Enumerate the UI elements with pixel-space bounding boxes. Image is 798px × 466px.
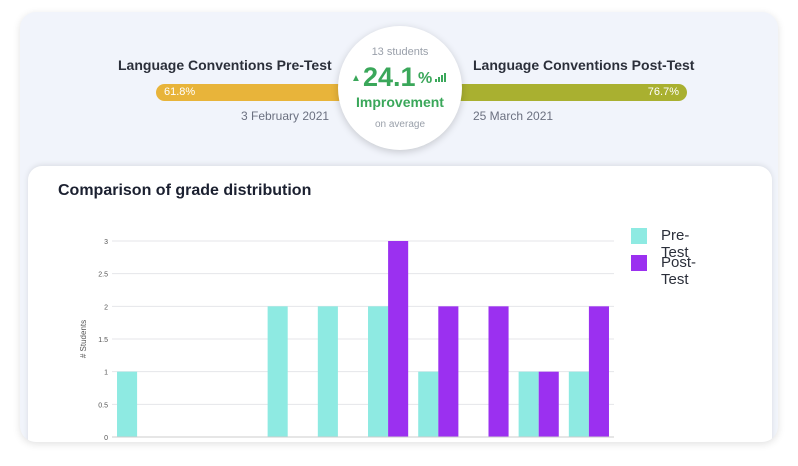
grade-distribution-card: Comparison of grade distribution 0 0.5 1 1.… xyxy=(28,166,772,442)
bar-post-test xyxy=(588,306,609,437)
y-tick-label: 2.5 xyxy=(98,272,108,279)
bar-pre-test xyxy=(418,371,439,437)
legend-swatch-post-test xyxy=(631,255,647,271)
legend-swatch-pre-test xyxy=(631,228,647,244)
bar-pre-test xyxy=(267,306,288,437)
bar-pre-test xyxy=(368,306,389,437)
bar-pre-test xyxy=(117,371,138,437)
up-arrow-icon: ▲ xyxy=(351,73,361,84)
y-tick-label: 1 xyxy=(104,370,108,377)
bar-pre-test xyxy=(568,371,589,437)
pre-test-date: 3 February 2021 xyxy=(241,109,330,123)
grade-distribution-chart: 00.511.522.530% 20% 40% 60% 80% 100%# Student… xyxy=(79,239,614,442)
y-tick-label: 0.5 xyxy=(98,402,108,409)
chart-title: Comparison of grade distribution xyxy=(58,182,312,199)
bar-pre-test xyxy=(518,371,539,437)
post-test-title: Language Conventions Post-Test xyxy=(473,57,695,73)
improvement-unit: % xyxy=(418,70,433,87)
post-test-date: 25 March 2021 xyxy=(473,109,554,123)
bar-pre-test xyxy=(317,306,338,437)
results-panel: Language Conventions Pre-Test Language C… xyxy=(20,12,778,442)
bar-post-test xyxy=(438,306,459,437)
bar-post-test xyxy=(538,371,559,437)
students-count: 13 students xyxy=(371,46,429,58)
improvement-value: 24.1 xyxy=(363,62,416,92)
pre-test-score-bar: 61.8% xyxy=(156,84,386,101)
trend-up-icon xyxy=(435,73,446,82)
improvement-badge: 13 students ▲ 24.1 % Improvement on aver… xyxy=(338,26,462,150)
y-axis-label: # Students xyxy=(79,320,88,358)
bar-post-test xyxy=(388,241,409,437)
bar-post-test xyxy=(488,306,509,437)
average-label: on average xyxy=(374,119,426,130)
y-tick-label: 0 xyxy=(104,435,108,442)
legend-label-pre-test: Pre-Test xyxy=(661,227,690,261)
y-tick-label: 2 xyxy=(104,304,108,311)
y-tick-label: 3 xyxy=(104,239,108,246)
improvement-label: Improvement xyxy=(356,94,444,110)
pre-test-title: Language Conventions Pre-Test xyxy=(118,57,332,73)
y-tick-label: 1.5 xyxy=(98,337,108,344)
post-test-score-bar: 76.7% xyxy=(432,84,687,101)
legend-label-post-test: Post-Test xyxy=(661,254,697,288)
